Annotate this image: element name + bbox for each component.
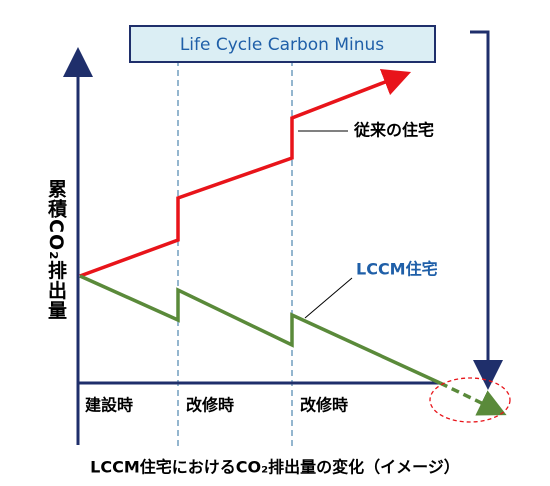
banner-arrow bbox=[470, 30, 503, 390]
phase-label: 建設時 bbox=[85, 396, 133, 415]
phase-label: 改修時 bbox=[300, 396, 348, 415]
phase-label: 改修時 bbox=[186, 396, 234, 415]
lccm-label: LCCM住宅 bbox=[356, 260, 438, 279]
caption: LCCM住宅におけるCO₂排出量の変化（イメージ） bbox=[90, 458, 460, 477]
lccm-line bbox=[79, 274, 441, 385]
highlight-ellipse bbox=[429, 377, 511, 423]
conventional-line bbox=[79, 68, 412, 278]
conventional-label: 従来の住宅 bbox=[353, 121, 434, 140]
lccm-projection bbox=[439, 381, 507, 416]
banner-box bbox=[129, 25, 436, 63]
leader-line bbox=[304, 277, 353, 319]
banner-text: Life Cycle Carbon Minus bbox=[180, 35, 384, 55]
y-axis-label: 累積CO₂排出量 bbox=[45, 179, 67, 321]
